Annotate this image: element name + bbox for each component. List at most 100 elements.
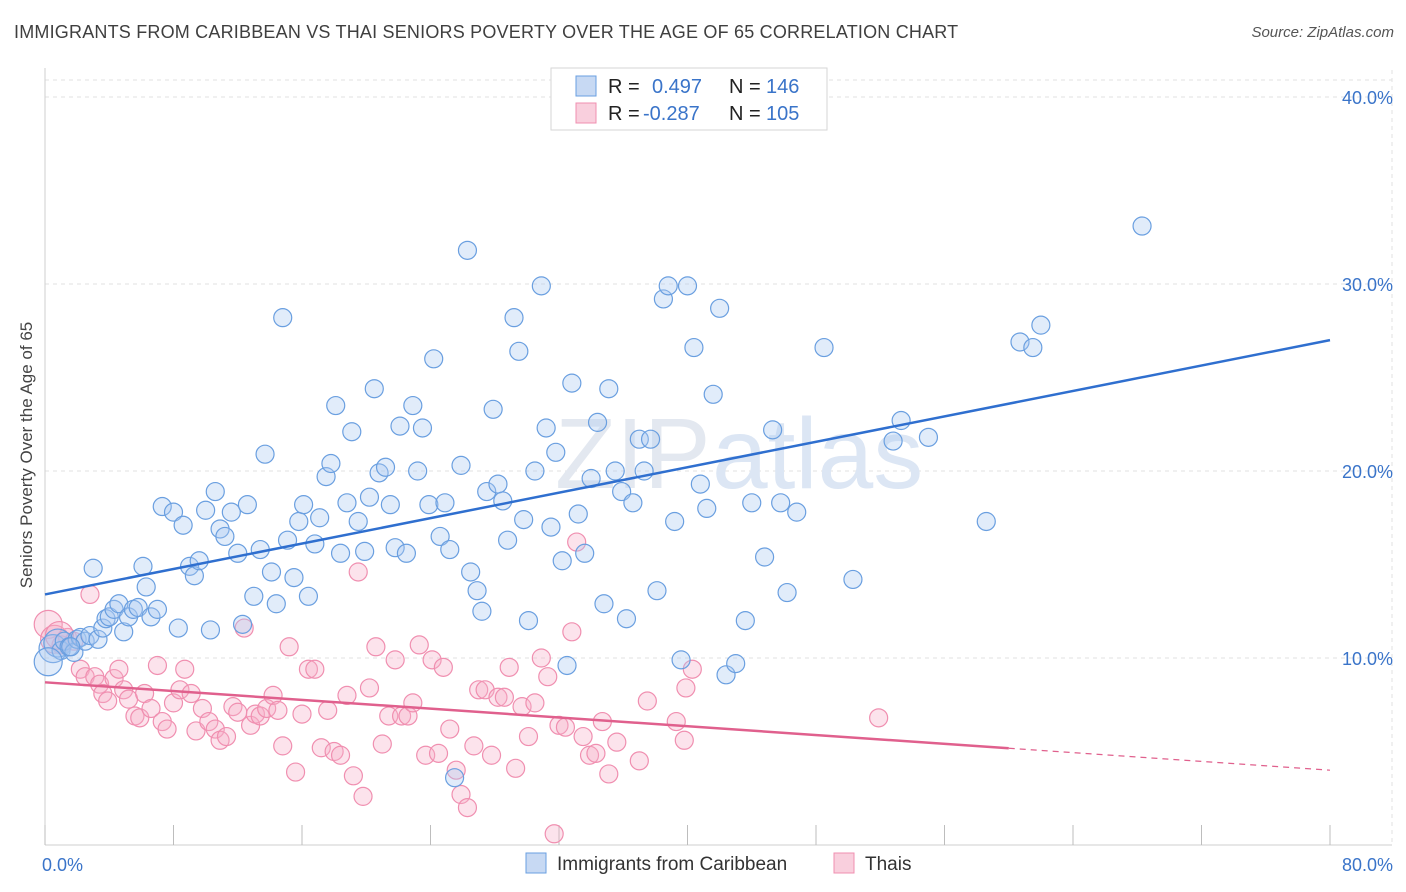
thais-point-51 — [330, 745, 351, 765]
caribbean-point-131 — [771, 493, 791, 513]
caribbean-point-93 — [525, 461, 545, 481]
caribbean-point-40 — [237, 495, 257, 515]
x-tick-label-0: 0.0% — [42, 855, 83, 875]
legend-r-value-1: 0.497 — [652, 76, 702, 98]
thais-point-88 — [555, 717, 576, 737]
y-tick-label-2: 30.0% — [1342, 275, 1393, 295]
thais-point-45 — [292, 704, 312, 724]
caribbean-point-20 — [128, 597, 148, 618]
caribbean-point-59 — [342, 422, 362, 442]
legend-swatch-pink — [575, 102, 597, 124]
legend: R = 0.497 N = 146 R = -0.287 N = 105 — [550, 67, 828, 131]
thais-point-56 — [359, 678, 380, 698]
caribbean-point-56 — [326, 395, 346, 416]
caribbean-point-52 — [305, 534, 325, 554]
caribbean-point-95 — [536, 418, 556, 438]
thais-point-73 — [464, 736, 484, 756]
caribbean-point-68 — [390, 416, 410, 436]
thais-point-27 — [186, 721, 206, 741]
caribbean-point-75 — [430, 526, 450, 547]
caribbean-point-69 — [396, 543, 417, 563]
caribbean-point-79 — [451, 455, 471, 475]
caribbean-points — [33, 216, 1152, 788]
thais-point-101 — [676, 678, 696, 698]
caribbean-point-25 — [152, 496, 172, 517]
watermark-zip: ZIP — [555, 398, 711, 510]
caribbean-point-86 — [488, 474, 508, 494]
caribbean-point-97 — [546, 442, 566, 462]
caribbean-point-87 — [493, 491, 513, 511]
caribbean-point-84 — [477, 481, 497, 502]
caribbean-point-32 — [196, 500, 216, 520]
caribbean-point-119 — [677, 276, 698, 296]
caribbean-point-77 — [440, 539, 460, 560]
thais-point-52 — [337, 685, 357, 706]
caribbean-point-34 — [205, 481, 225, 502]
caribbean-point-91 — [514, 510, 534, 530]
caribbean-point-88 — [498, 530, 518, 550]
watermark: ZIP atlas — [555, 398, 923, 510]
caribbean-point-118 — [671, 650, 691, 670]
caribbean-point-106 — [599, 379, 619, 399]
caribbean-point-81 — [461, 562, 481, 582]
caribbean-point-121 — [690, 474, 710, 494]
thais-point-49 — [318, 700, 338, 720]
caribbean-point-143 — [1132, 216, 1152, 236]
caribbean-point-94 — [531, 276, 551, 296]
caribbean-point-28 — [173, 515, 193, 535]
caribbean-point-138 — [918, 427, 939, 447]
caribbean-point-139 — [976, 511, 996, 532]
thais-point-29 — [199, 711, 219, 732]
thais-point-30 — [205, 719, 225, 739]
caribbean-point-58 — [337, 493, 357, 513]
thais-point-79 — [499, 657, 519, 677]
caribbean-point-116 — [658, 276, 678, 296]
thais-point-13 — [109, 659, 129, 679]
source-label: Source: ZipAtlas.com — [1251, 24, 1394, 41]
caribbean-point-83 — [472, 601, 492, 621]
caribbean-point-37 — [221, 502, 241, 522]
caribbean-point-33 — [200, 620, 221, 640]
legend-box — [550, 67, 828, 131]
caribbean-point-113 — [640, 429, 661, 449]
caribbean-point-100 — [562, 373, 582, 393]
thais-point-54 — [348, 562, 368, 582]
caribbean-point-66 — [380, 495, 400, 515]
legend-n-label-1: N = — [729, 76, 761, 98]
thais-point-60 — [385, 650, 405, 670]
thais-point-103 — [869, 708, 889, 728]
caribbean-point-111 — [629, 429, 649, 449]
thais-points — [33, 532, 889, 844]
thais-point-67 — [428, 743, 449, 763]
thais-point-102 — [682, 659, 702, 679]
caribbean-point-46 — [273, 308, 293, 328]
caribbean-point-41 — [244, 586, 264, 606]
caribbean-point-142 — [1031, 315, 1051, 335]
caribbean-point-73 — [419, 495, 439, 515]
bottom-legend-swatch-blue — [525, 852, 547, 874]
thais-point-22 — [157, 719, 177, 739]
caribbean-point-23 — [141, 607, 161, 627]
caribbean-point-130 — [763, 420, 783, 440]
legend-n-value-2: 105 — [766, 103, 799, 125]
thais-point-48 — [311, 738, 331, 758]
thais-point-69 — [440, 719, 460, 739]
axes — [44, 68, 1392, 846]
caribbean-point-102 — [575, 543, 595, 563]
y-axis-label: Seniors Poverty Over the Age of 65 — [17, 322, 36, 588]
legend-r-label-2: R = — [608, 103, 640, 125]
x-tick-label-1: 80.0% — [1342, 855, 1393, 875]
chart-title: IMMIGRANTS FROM CARIBBEAN VS THAI SENIOR… — [14, 22, 959, 42]
caribbean-point-26 — [163, 502, 184, 522]
caribbean-point-99 — [557, 655, 577, 676]
thais-point-43 — [279, 637, 299, 657]
caribbean-point-122 — [697, 498, 717, 518]
caribbean-point-10 — [83, 558, 103, 578]
thais-point-7 — [80, 584, 100, 605]
thais-point-47 — [305, 659, 325, 679]
thais-point-53 — [343, 766, 363, 786]
caribbean-point-24 — [147, 599, 168, 619]
caribbean-point-98 — [552, 551, 572, 571]
caribbean-point-89 — [504, 308, 524, 328]
